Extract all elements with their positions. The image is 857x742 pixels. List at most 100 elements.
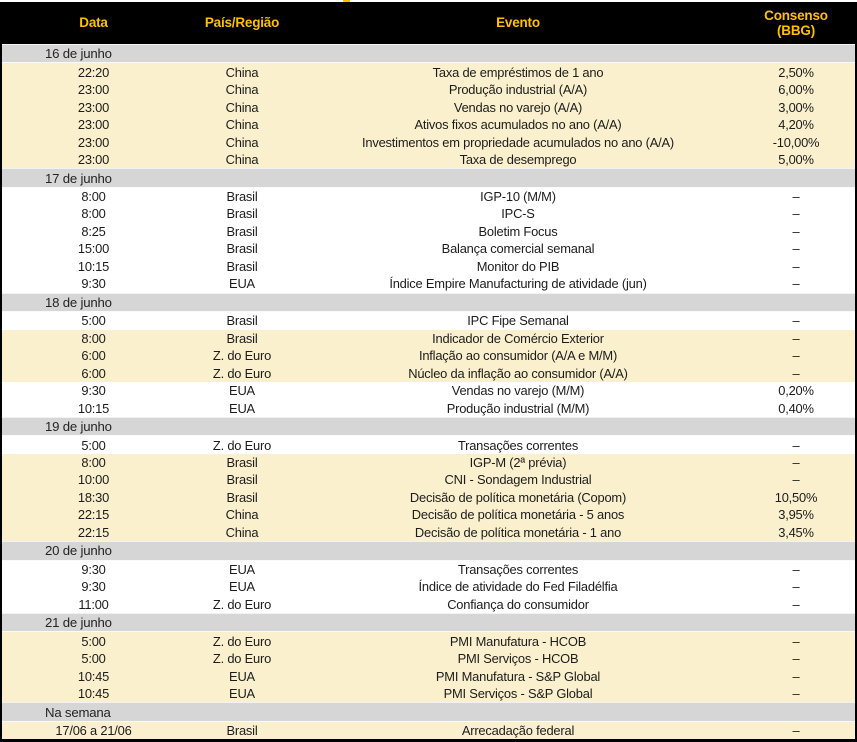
event-row: 8:00 Brasil Indicador de Comércio Exterior… [2,329,855,347]
cell-region: EUA [229,383,255,399]
cell-region: Brasil [226,472,258,488]
cell-event: IGP-10 (M/M) [480,188,556,204]
event-row: 5:00 Brasil IPC Fipe Semanal – [2,312,855,330]
cell-consensus: – [792,313,800,329]
cell-time: 8:00 [81,330,106,346]
cell-region: Brasil [226,258,258,274]
cell-time: 17/06 a 21/06 [55,723,132,739]
cell-region: China [225,99,259,115]
cell-event: Núcleo da inflação ao consumidor (A/A) [408,365,628,381]
cell-consensus: 3,45% [778,524,814,540]
column-header-data: Data [79,15,108,31]
cell-event: Transações correntes [457,437,579,453]
cell-event: PMI Manufatura - HCOB [449,633,587,649]
cell-time: 23:00 [77,82,110,98]
consenso-label-line1: Consenso [764,7,828,23]
event-row: 10:45 EUA PMI Manufatura - S&P Global – [2,667,855,685]
cell-time: 5:00 [81,633,106,649]
cell-region: China [225,152,259,168]
event-row: 5:00 Z. do Euro PMI Serviços - HCOB – [2,649,855,668]
event-row: 22:20 China Taxa de empréstimos de 1 ano 2,… [2,63,855,81]
section-title: 16 de junho [45,46,112,62]
cell-time: 10:15 [77,258,110,274]
column-header-evento: Evento [496,15,540,31]
cell-event: Indicador de Comércio Exterior [432,330,604,346]
cell-region: Z. do Euro [212,365,272,381]
cell-region: Brasil [226,241,258,257]
cropped-title-remnant [343,0,350,2]
cell-consensus: – [792,686,800,702]
cell-event: PMI Serviços - S&P Global [443,686,593,702]
cell-event: CNI - Sondagem Industrial [444,472,592,488]
cell-event: Índice de atividade do Fed Filadélfia [418,579,618,595]
cell-time: 9:30 [81,561,106,577]
event-row: 8:00 Brasil IPC-S – [2,205,855,223]
cell-consensus: – [792,651,800,667]
section-header-row: 16 de junho [2,44,855,64]
cell-time: 9:30 [81,383,106,399]
cell-consensus: 4,20% [778,117,814,133]
cell-region: Brasil [226,455,258,471]
cell-time: 8:00 [81,188,106,204]
cell-consensus: – [792,258,800,274]
event-row: 8:00 Brasil IGP-10 (M/M) – [2,187,855,206]
cell-consensus: – [792,330,800,346]
cell-consensus: – [792,596,800,612]
cell-time: 9:30 [81,579,106,595]
cell-time: 9:30 [81,276,106,292]
cell-time: 23:00 [77,99,110,115]
cell-consensus: – [792,633,800,649]
cell-event: Inflação ao consumidor (A/A e M/M) [418,348,618,364]
event-row: 6:00 Z. do Euro Núcleo da inflação ao cons… [2,364,855,382]
cell-event: Balança comercial semanal [441,241,595,257]
cell-consensus: – [792,437,800,453]
event-row: 17/06 a 21/06 Brasil Arrecadação federal – [2,721,855,740]
cell-event: IPC-S [501,206,535,222]
event-row: 15:00 Brasil Balança comercial semanal – [2,240,855,258]
table-body: 16 de junho 22:20 China Taxa de empréstimos… [0,44,857,742]
cell-consensus: 0,20% [778,383,814,399]
event-row: 9:30 EUA Índice Empire Manufacturing de at… [2,275,855,293]
cell-time: 23:00 [77,117,110,133]
event-row: 8:00 Brasil IGP-M (2ª prévia) – [2,453,855,472]
cell-event: Ativos fixos acumulados no ano (A/A) [414,117,622,133]
section-title: Na semana [45,704,111,720]
event-row: 9:30 EUA Vendas no varejo (M/M) 0,20% [2,381,855,400]
cell-region: China [225,117,259,133]
cell-region: Brasil [226,223,258,239]
cell-consensus: – [792,348,800,364]
event-row: 5:00 Z. do Euro PMI Manufatura - HCOB – [2,632,855,650]
cell-region: EUA [229,579,255,595]
cell-time: 5:00 [81,313,106,329]
consenso-label-line2: (BBG) [777,23,815,38]
cell-region: Z. do Euro [212,651,272,667]
event-row: 10:00 Brasil CNI - Sondagem Industrial – [2,471,855,489]
event-row: 23:00 China Vendas no varejo (A/A) 3,00% [2,98,855,116]
cell-time: 8:25 [81,223,106,239]
table-header-row: Data País/Região Evento Consenso (BBG) [0,2,857,44]
cell-region: Brasil [226,313,258,329]
cell-event: Produção industrial (A/A) [448,82,588,98]
event-row: 9:30 EUA Transações correntes – [2,560,855,579]
event-row: 22:15 China Decisão de política monetária … [2,523,855,542]
event-row: 22:15 China Decisão de política monetária … [2,506,855,524]
cell-time: 15:00 [77,241,110,257]
cell-event: Arrecadação federal [461,723,575,739]
cell-event: Taxa de empréstimos de 1 ano [432,64,604,80]
cell-event: Confiança do consumidor [447,596,589,612]
section-header-row: 20 de junho [2,541,855,561]
cell-consensus: 0,40% [778,400,814,416]
section-header-row: Na semana [2,702,855,722]
section-header-row: 18 de junho [2,292,855,313]
cell-region: Z. do Euro [212,437,272,453]
event-row: 6:00 Z. do Euro Inflação ao consumidor (A/… [2,346,855,365]
cell-consensus: – [792,668,800,684]
cell-consensus: 3,95% [778,507,814,523]
cell-event: Vendas no varejo (A/A) [453,99,583,115]
cell-consensus: – [792,365,800,381]
cell-region: Brasil [226,489,258,505]
cell-time: 23:00 [77,134,110,150]
cell-event: Decisão de política monetária (Copom) [409,489,627,505]
cell-event: Decisão de política monetária - 5 anos [411,507,625,523]
